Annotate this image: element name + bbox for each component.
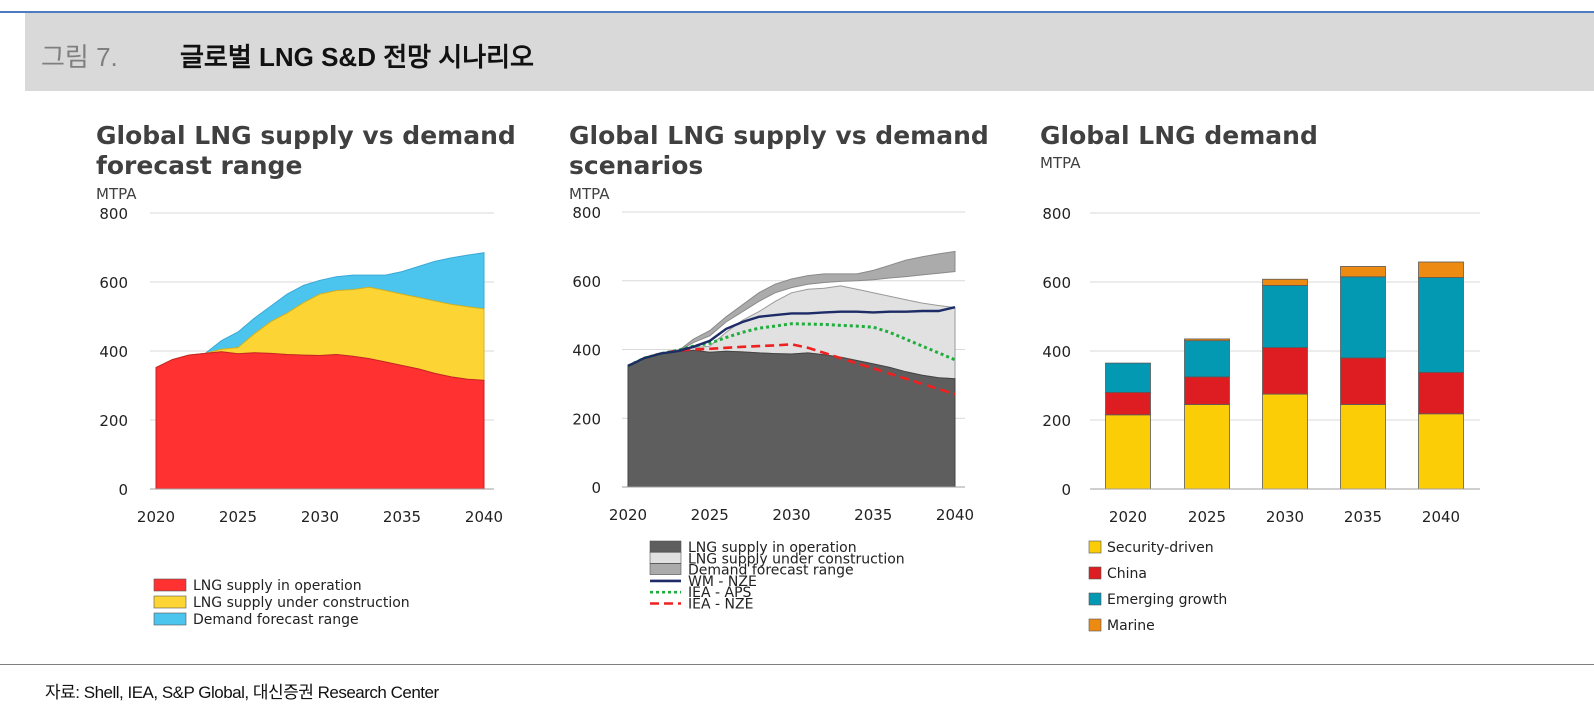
wm-nze-line xyxy=(627,306,956,368)
bar-emerging-growth xyxy=(1340,276,1386,359)
legend-label: Demand forecast range xyxy=(688,563,854,579)
x-tick-label: 2040 xyxy=(936,506,974,524)
top-rule xyxy=(0,11,1594,13)
legend-swatch xyxy=(1088,540,1102,554)
bar-china xyxy=(1262,347,1308,395)
chart2-title-line2: scenarios xyxy=(569,151,703,180)
bar-emerging-growth xyxy=(1418,277,1464,373)
y-tick-label: 0 xyxy=(118,481,128,499)
bar-marine xyxy=(1418,261,1464,278)
chart1-unit: MTPA xyxy=(96,185,137,203)
legend-swatch xyxy=(649,563,682,575)
legend-label: Marine xyxy=(1107,618,1155,634)
y-tick-label: 200 xyxy=(99,412,128,430)
y-tick-label: 600 xyxy=(99,274,128,292)
legend-label: Emerging growth xyxy=(1107,592,1227,608)
legend-swatch xyxy=(649,540,682,553)
bar-china xyxy=(1105,391,1151,416)
bar-emerging-growth xyxy=(1105,362,1151,393)
legend-swatch xyxy=(1088,618,1102,632)
charts-canvas: Global LNG supply vs demand forecast ran… xyxy=(96,121,1480,634)
legend-label: Security-driven xyxy=(1107,540,1214,556)
figure-label: 그림 7. xyxy=(41,42,118,72)
y-tick-label: 800 xyxy=(99,205,128,223)
x-tick-label: 2035 xyxy=(854,506,892,524)
bar-china xyxy=(1418,371,1464,415)
legend-swatch xyxy=(153,595,187,609)
legend-label: IEA - APS xyxy=(688,585,752,601)
chart1-title-line1: Global LNG supply vs demand xyxy=(96,121,516,150)
legend-swatch xyxy=(153,612,187,626)
y-tick-label: 400 xyxy=(572,342,601,360)
bar-marine xyxy=(1340,266,1386,278)
x-tick-label: 2040 xyxy=(1422,508,1460,526)
chart2-unit: MTPA xyxy=(569,185,610,203)
x-tick-label: 2025 xyxy=(691,506,729,524)
bar-security-driven xyxy=(1262,393,1308,490)
bar-security-driven xyxy=(1340,404,1386,490)
chart1-title-line2: forecast range xyxy=(96,151,302,180)
legend-label: China xyxy=(1107,566,1147,582)
chart2-area: 0 200 400 600 800 2020 2025 2030 2035 2040 LNG sup… xyxy=(572,204,974,613)
chart3-title: Global LNG demand xyxy=(1040,121,1318,150)
x-tick-label: 2030 xyxy=(301,508,339,526)
legend-label: IEA - NZE xyxy=(688,597,753,613)
y-tick-label: 400 xyxy=(1042,343,1071,361)
x-tick-label: 2035 xyxy=(383,508,421,526)
figure-title: 글로벌 LNG S&D 전망 시나리오 xyxy=(180,42,534,72)
y-tick-label: 0 xyxy=(1061,481,1071,499)
legend-label: Demand forecast range xyxy=(193,612,359,628)
bar-security-driven xyxy=(1184,404,1230,490)
legend-label: LNG supply under construction xyxy=(193,595,410,611)
y-tick-label: 600 xyxy=(572,273,601,291)
bar-china xyxy=(1184,376,1230,405)
chart3-unit: MTPA xyxy=(1040,154,1081,172)
legend-swatch xyxy=(649,551,682,564)
x-tick-label: 2030 xyxy=(772,506,810,524)
chart2-title-line1: Global LNG supply vs demand xyxy=(569,121,989,150)
y-tick-label: 600 xyxy=(1042,274,1071,292)
x-tick-label: 2020 xyxy=(137,508,175,526)
legend-swatch xyxy=(153,578,187,592)
legend-swatch xyxy=(1088,592,1102,606)
chart1-area: 0 200 400 600 800 2020 2025 2030 2035 2040 LNG sup… xyxy=(99,205,503,628)
y-tick-label: 800 xyxy=(1042,205,1071,223)
x-tick-label: 2020 xyxy=(609,506,647,524)
x-tick-label: 2030 xyxy=(1266,508,1304,526)
iea-aps-line xyxy=(627,322,956,368)
x-tick-label: 2035 xyxy=(1344,508,1382,526)
bar-security-driven xyxy=(1418,413,1464,490)
y-tick-label: 400 xyxy=(99,343,128,361)
x-tick-label: 2025 xyxy=(1188,508,1226,526)
legend-label: LNG supply under construction xyxy=(688,551,905,567)
figure-header: 그림 7. 글로벌 LNG S&D 전망 시나리오 xyxy=(25,13,1594,91)
y-tick-label: 200 xyxy=(1042,412,1071,430)
source-note: 자료: Shell, IEA, S&P Global, 대신증권 Researc… xyxy=(45,683,439,702)
y-tick-label: 800 xyxy=(572,204,601,222)
footer-rule xyxy=(0,664,1594,665)
demand-range-area xyxy=(627,250,956,367)
x-tick-label: 2025 xyxy=(219,508,257,526)
bar-security-driven xyxy=(1105,414,1151,490)
legend-swatch xyxy=(1088,566,1102,580)
y-tick-label: 200 xyxy=(572,410,601,428)
legend-label: LNG supply in operation xyxy=(193,578,362,594)
legend-label: LNG supply in operation xyxy=(688,540,857,556)
y-tick-label: 0 xyxy=(591,479,601,497)
x-tick-label: 2040 xyxy=(465,508,503,526)
chart3-area: 0 200 400 600 800 2020 2025 2030 2035 2040 Securit… xyxy=(1042,205,1480,634)
bar-marine xyxy=(1262,278,1308,286)
bar-china xyxy=(1340,357,1386,405)
bar-marine xyxy=(1184,338,1230,342)
x-tick-label: 2020 xyxy=(1109,508,1147,526)
bar-emerging-growth xyxy=(1184,340,1230,378)
bar-emerging-growth xyxy=(1262,285,1308,348)
legend-label: WM - NZE xyxy=(688,574,757,590)
